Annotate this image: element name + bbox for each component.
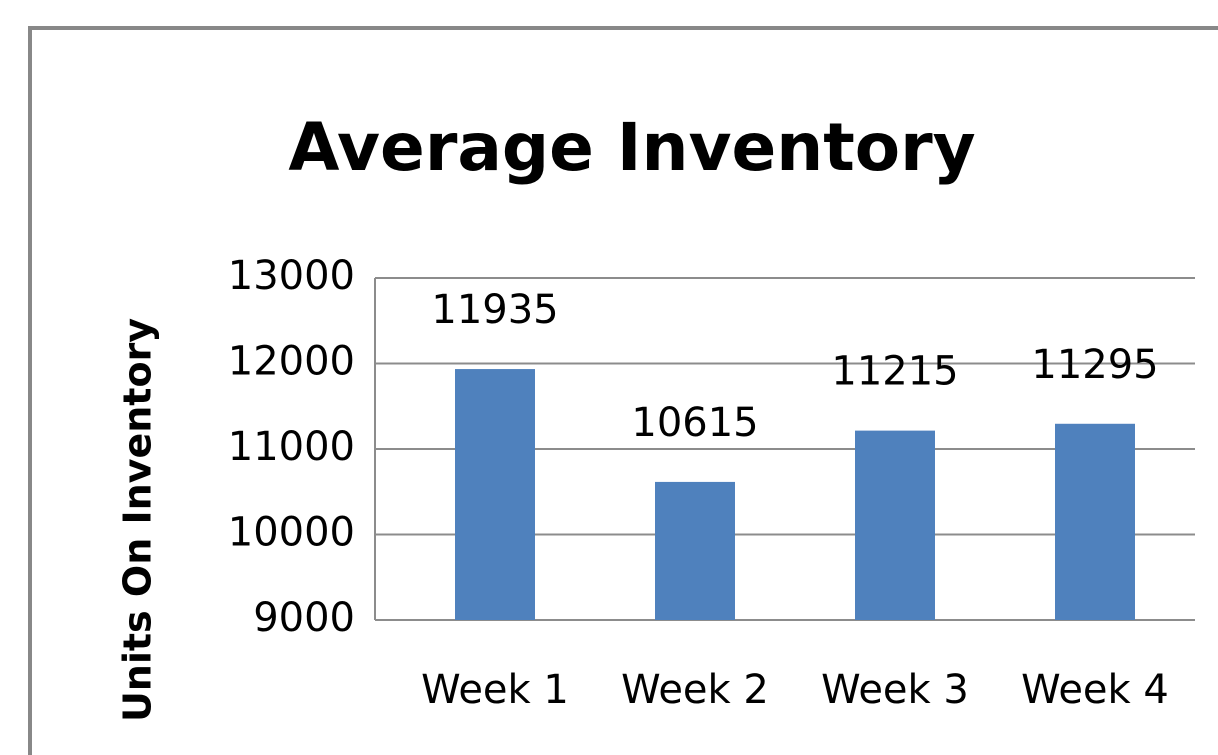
- data-label: 10615: [631, 400, 758, 446]
- bar: [655, 481, 735, 620]
- y-tick-label: 9000: [253, 595, 355, 641]
- data-label: 11215: [831, 349, 958, 395]
- x-tick-label: Week 3: [821, 667, 969, 713]
- y-tick-label: 10000: [228, 510, 355, 556]
- chart-title: Average Inventory: [288, 109, 975, 186]
- x-tick-label: Week 2: [621, 667, 769, 713]
- data-label: 11935: [431, 287, 558, 333]
- bar: [455, 369, 535, 620]
- y-tick-label: 13000: [228, 253, 355, 299]
- x-tick-label: Week 4: [1021, 667, 1169, 713]
- chart-border: [28, 26, 1218, 755]
- bar: [1055, 423, 1135, 620]
- data-label: 11295: [1031, 342, 1158, 388]
- x-tick-label: Week 1: [421, 667, 569, 713]
- y-tick-label: 12000: [228, 339, 355, 385]
- y-tick-label: 11000: [228, 424, 355, 470]
- bar: [855, 430, 935, 620]
- y-axis-label: Units On Inventory: [116, 318, 160, 722]
